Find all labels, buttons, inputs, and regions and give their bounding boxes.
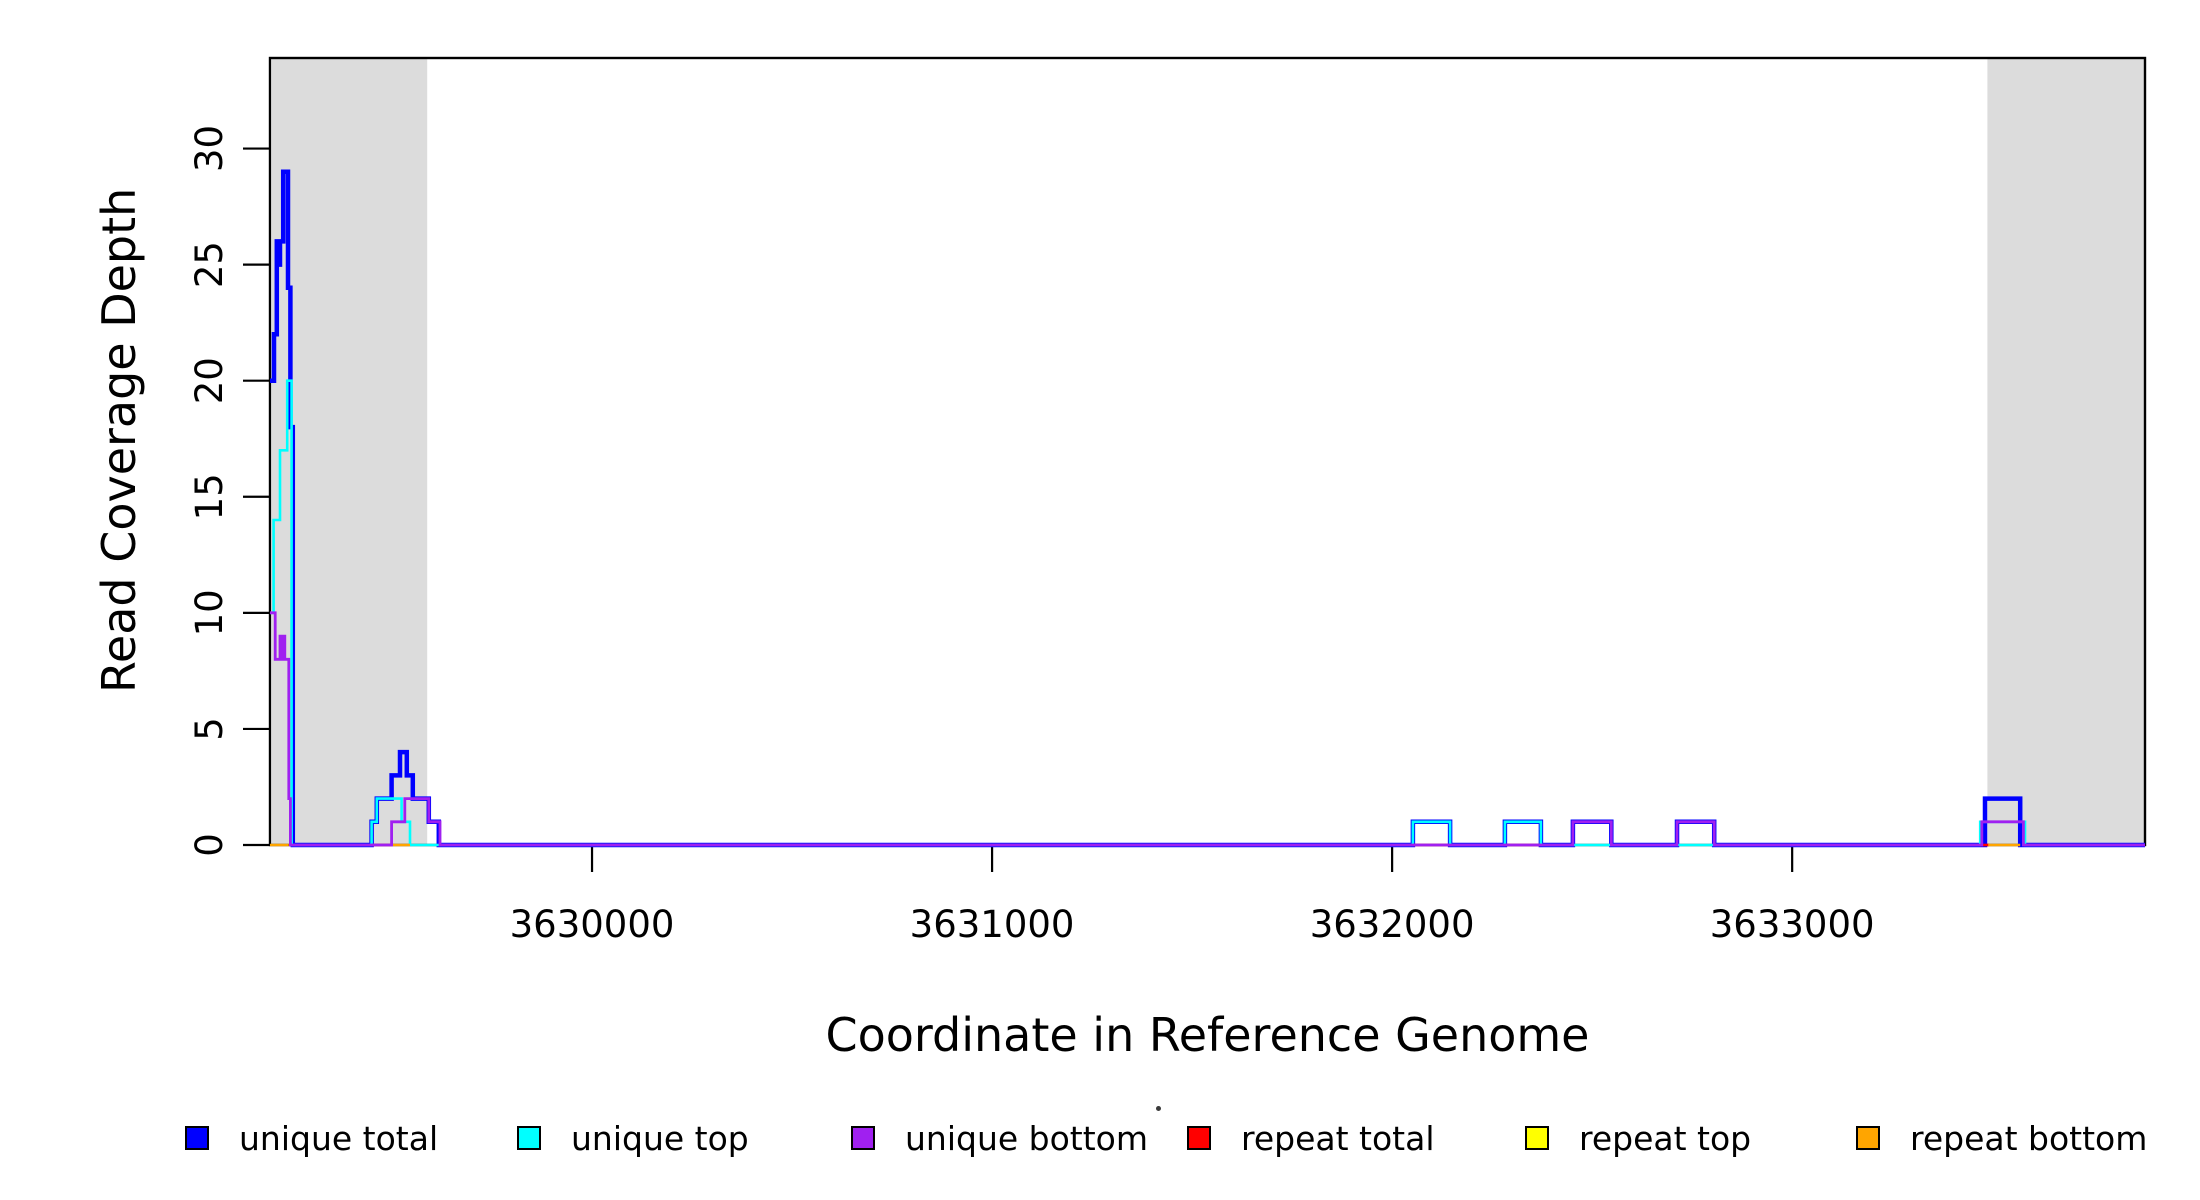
legend-label: unique total — [239, 1118, 439, 1158]
legend-item-repeat-bottom: repeat bottom — [1856, 1116, 2147, 1160]
x-axis-title: Coordinate in Reference Genome — [825, 1008, 1590, 1062]
y-tick-label-10: 10 — [188, 589, 231, 636]
legend-label: unique bottom — [905, 1118, 1149, 1158]
shaded-regions — [272, 59, 2145, 844]
legend-swatch-repeat-top — [1525, 1126, 1549, 1150]
x-tick-label-3632000: 3632000 — [1310, 903, 1475, 946]
x-tick-label-3630000: 3630000 — [510, 903, 675, 946]
legend-item-unique-top: unique top — [517, 1116, 749, 1160]
legend-label: unique top — [571, 1118, 749, 1158]
y-tick-label-15: 15 — [188, 473, 231, 520]
series-unique-total — [270, 169, 2145, 848]
legend-label: repeat total — [1241, 1118, 1435, 1158]
y-tick-label-20: 20 — [188, 357, 231, 404]
y-axis-title: Read Coverage Depth — [92, 187, 146, 693]
series-unique-bottom — [270, 611, 2145, 847]
y-tick-label-5: 5 — [188, 717, 231, 741]
legend-item-unique-bottom: unique bottom — [851, 1116, 1148, 1160]
right-repeat-region — [1987, 59, 2145, 844]
legend-swatch-unique-total — [185, 1126, 209, 1150]
legend-swatch-unique-top — [517, 1126, 541, 1150]
y-tick-label-30: 30 — [188, 125, 231, 172]
y-tick-label-25: 25 — [188, 241, 231, 288]
x-tick-label-3633000: 3633000 — [1710, 903, 1875, 946]
y-tick-label-0: 0 — [188, 833, 231, 857]
legend-swatch-repeat-bottom — [1856, 1126, 1880, 1150]
legend-swatch-unique-bottom — [851, 1126, 875, 1150]
stray-dot-artifact — [1156, 1106, 1161, 1111]
x-tick-label-3631000: 3631000 — [910, 903, 1075, 946]
legend-label: repeat bottom — [1910, 1118, 2148, 1158]
left-repeat-region — [272, 59, 428, 844]
legend-item-repeat-total: repeat total — [1187, 1116, 1435, 1160]
legend-swatch-repeat-total — [1187, 1126, 1211, 1150]
legend-label: repeat top — [1579, 1118, 1752, 1158]
legend: unique total unique top unique bottom repea… — [0, 1116, 2200, 1166]
legend-item-repeat-top: repeat top — [1525, 1116, 1751, 1160]
series-unique-top — [270, 379, 2145, 847]
series-lines — [270, 169, 2145, 848]
plot-border — [268, 56, 2147, 847]
plot-box — [268, 56, 2147, 847]
legend-item-unique-total: unique total — [185, 1116, 438, 1160]
axis-ticks: 3630000 3631000 3632000 3633000 0 5 10 15 20 25 30 — [188, 125, 1875, 946]
